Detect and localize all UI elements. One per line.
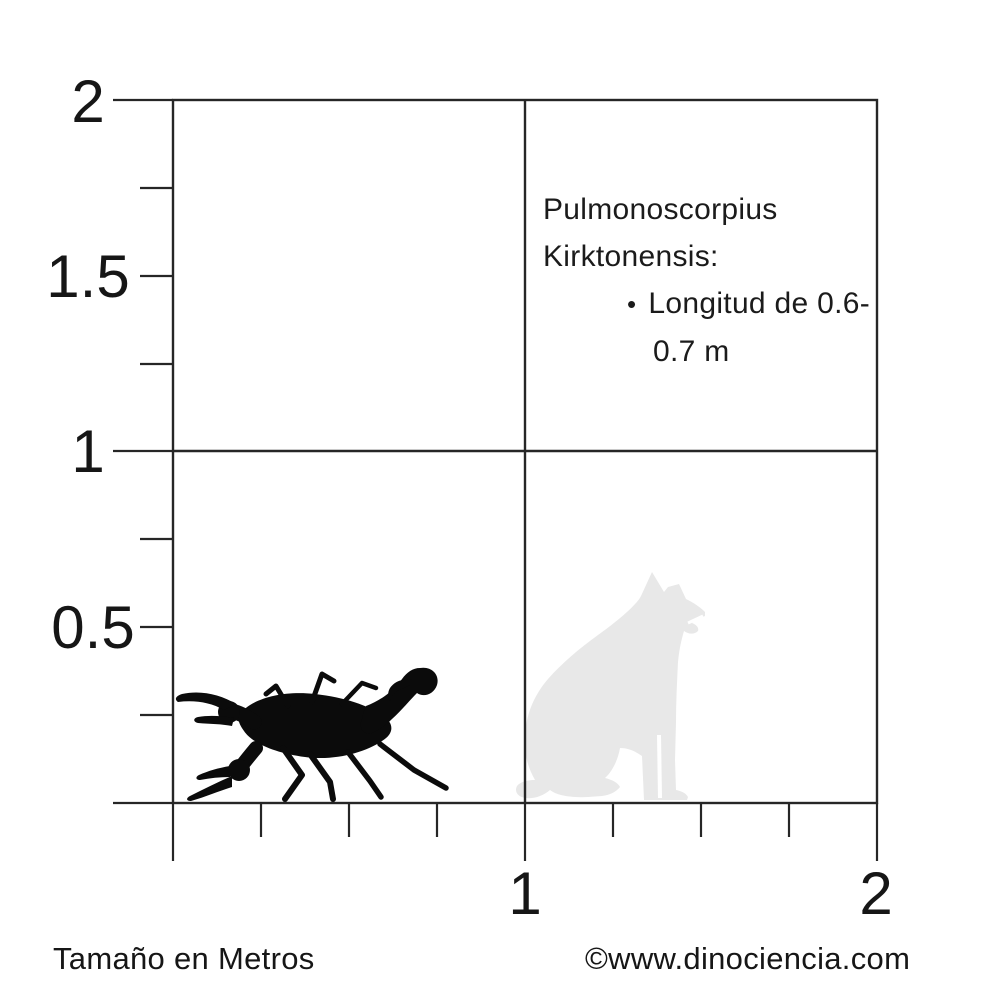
annotation-title-line1: Pulmonoscorpius (543, 193, 778, 226)
x-tick-label-2: 2 (859, 860, 892, 927)
y-tick-label-0_5: 0.5 (51, 594, 134, 661)
axis-ticks (113, 98, 879, 861)
dog-mouth-gap (687, 614, 704, 625)
annotation-title-line2: Kirktonensis: (543, 240, 719, 273)
dog-front-leg-gap (657, 734, 662, 799)
scorpion-silhouette (175, 667, 449, 802)
x-tick-label-1: 1 (508, 860, 541, 927)
annotation-block: Pulmonoscorpius Kirktonensis: • Longitud… (543, 186, 883, 375)
annotation-bullet-line1: Longitud de 0.6- (648, 287, 871, 320)
y-tick-label-1: 1 (71, 418, 104, 485)
y-tick-label-1_5: 1.5 (46, 243, 129, 310)
x-axis-unit-caption: Tamaño en Metros (53, 941, 315, 976)
y-axis-tick-labels: 2 1.5 1 0.5 (46, 68, 134, 661)
bullet-icon: • (627, 289, 637, 319)
annotation-bullet-line2: 0.7 m (653, 335, 730, 368)
sitting-dog-silhouette (516, 572, 705, 800)
x-axis-tick-labels: 1 2 (508, 860, 892, 927)
copyright-caption: ©www.dinociencia.com (585, 941, 911, 976)
y-tick-label-2: 2 (71, 68, 104, 135)
